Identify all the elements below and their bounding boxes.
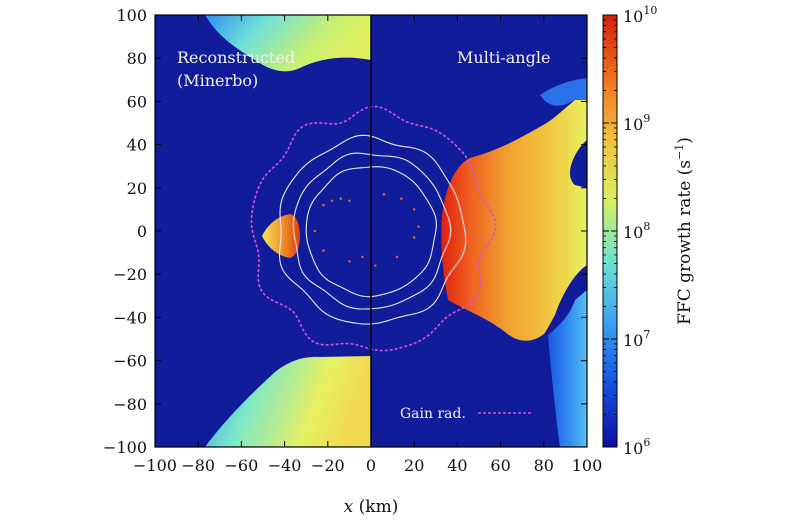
- y-tick-label: −80: [113, 395, 147, 414]
- heatmap-regions: [205, 15, 587, 447]
- x-axis: −100 −80 −60 −40 −20 0 20 40 60 80 100: [133, 15, 602, 475]
- center-dot: [339, 197, 343, 200]
- y-axis: −100 −80 −60 −40 −20 0 20 40 60 80 100: [103, 6, 587, 457]
- x-tick-label: −100: [133, 456, 177, 475]
- center-dots: [313, 192, 420, 267]
- x-tick-label: 40: [447, 456, 467, 475]
- x-tick-label: −40: [268, 456, 302, 475]
- center-dot: [395, 255, 399, 259]
- top-left-plume: [205, 15, 371, 72]
- center-dot: [412, 208, 416, 211]
- contour-line: [278, 134, 467, 325]
- center-dot: [399, 197, 403, 200]
- y-tick-label: −20: [113, 265, 147, 284]
- x-axis-var: x: [344, 497, 354, 517]
- legend-label: Gain rad.: [400, 406, 466, 422]
- right-top-band: [540, 78, 587, 106]
- contour-line: [305, 166, 437, 298]
- colorbar-tick-label: 1010: [623, 4, 657, 26]
- center-dot: [313, 229, 317, 233]
- x-tick-label: −60: [225, 456, 259, 475]
- x-axis-title: x (km): [344, 497, 399, 517]
- x-tick-label: 0: [366, 456, 376, 475]
- colorbar-tick-label: 106: [623, 436, 650, 458]
- center-dot: [322, 249, 325, 252]
- center-dot: [374, 264, 377, 267]
- gain-radius-curve: [250, 105, 497, 352]
- contours: [278, 134, 467, 325]
- colorbar-ticks: 106 107 108 109 1010: [603, 4, 657, 458]
- y-tick-label: −40: [113, 308, 147, 327]
- colorbar-label-end: ): [675, 137, 695, 144]
- colorbar-tick-label: 107: [623, 328, 650, 350]
- x-tick-label: 80: [534, 456, 554, 475]
- x-tick-label: −80: [181, 456, 215, 475]
- colorbar-label-sup: −1: [673, 144, 686, 160]
- colorbar-label: FFC growth rate (s−1): [673, 137, 695, 325]
- y-tick-label: 40: [127, 136, 147, 155]
- x-tick-label: 20: [404, 456, 424, 475]
- x-tick-label: −20: [311, 456, 345, 475]
- y-tick-label: 100: [116, 6, 147, 25]
- center-dot: [330, 199, 334, 203]
- y-tick-label: 0: [137, 222, 147, 241]
- x-tick-label: 100: [572, 456, 603, 475]
- center-dot: [417, 225, 420, 228]
- right-panel-label: Multi-angle: [457, 48, 550, 67]
- left-panel-label-line2: (Minerbo): [177, 71, 258, 90]
- y-tick-label: −100: [103, 438, 147, 457]
- left-panel-label-line1: Reconstructed: [177, 48, 295, 67]
- bottom-left-plume: [205, 356, 371, 447]
- center-dot: [361, 255, 364, 259]
- center-dot: [382, 192, 386, 196]
- colorbar-tick-label: 108: [623, 220, 650, 242]
- y-tick-label: 80: [127, 49, 147, 68]
- right-wedge: [441, 98, 587, 341]
- y-tick-label: −60: [113, 352, 147, 371]
- legend: Gain rad.: [400, 406, 532, 422]
- y-tick-label: 60: [127, 92, 147, 111]
- center-dot: [348, 199, 351, 203]
- colorbar-tick-label: 109: [623, 112, 650, 134]
- contour-line: [292, 152, 452, 310]
- colorbar-label-main: FFC growth rate (s: [675, 160, 695, 325]
- center-dot: [322, 203, 325, 207]
- y-tick-label: 20: [127, 179, 147, 198]
- right-edge-tongue: [548, 290, 587, 447]
- center-dot: [348, 259, 351, 263]
- x-tick-label: 60: [490, 456, 510, 475]
- x-axis-unit: (km): [353, 497, 398, 517]
- center-dot: [412, 236, 416, 239]
